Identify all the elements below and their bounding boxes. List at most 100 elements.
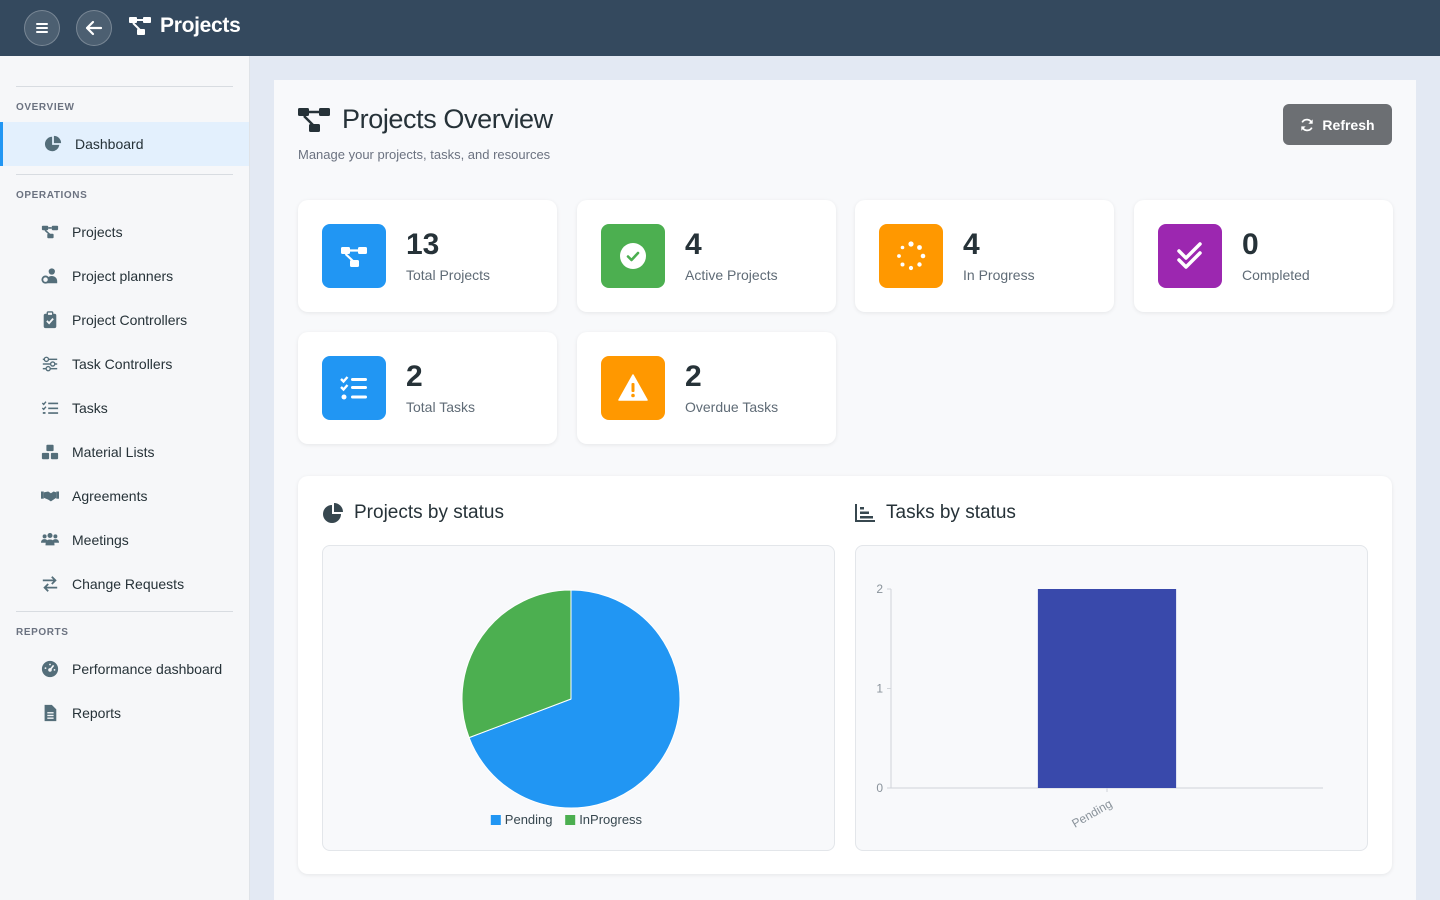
sidebar-item-project-controllers[interactable]: Project Controllers — [0, 298, 249, 342]
y-tick-label: 1 — [876, 682, 883, 696]
sidebar-item-label: Task Controllers — [72, 356, 173, 372]
back-button[interactable] — [76, 10, 112, 46]
sidebar-item-label: Agreements — [72, 488, 148, 504]
tasks-chart-title: Tasks by status — [854, 502, 1016, 524]
section-label-overview: OVERVIEW — [16, 101, 75, 113]
y-tick-label: 2 — [876, 582, 883, 596]
sidebar-item-performance-dashboard[interactable]: Performance dashboard — [0, 647, 249, 691]
bar-pending[interactable] — [1037, 589, 1177, 788]
tasks-bar-chart: 0 1 2 Pending — [876, 582, 1323, 831]
main-content: Projects Overview Manage your projects, … — [274, 80, 1416, 900]
stat-card-overdue-tasks: 2 Overdue Tasks — [577, 332, 836, 444]
sidebar-item-label: Material Lists — [72, 444, 155, 460]
sidebar-item-task-controllers[interactable]: Task Controllers — [0, 342, 249, 386]
projects-pie-chart: Pending InProgress — [461, 589, 681, 827]
sidebar-item-label: Meetings — [72, 532, 129, 548]
sidebar-divider — [16, 86, 233, 87]
sidebar-item-projects[interactable]: Projects — [0, 210, 249, 254]
stat-icon-box — [601, 224, 665, 288]
refresh-icon — [1301, 118, 1314, 131]
stat-value: 0 — [1242, 228, 1259, 261]
handshake-icon — [40, 486, 60, 506]
sidebar-item-label: Reports — [72, 705, 122, 721]
refresh-label: Refresh — [1322, 116, 1375, 133]
list-check-icon — [40, 398, 60, 418]
sidebar-item-project-planners[interactable]: Project planners — [0, 254, 249, 298]
sidebar-item-change-requests[interactable]: Change Requests — [0, 562, 249, 606]
stat-icon-box — [879, 224, 943, 288]
exchange-icon — [40, 574, 60, 594]
sidebar-item-reports[interactable]: Reports — [0, 691, 249, 735]
sidebar-item-label: Dashboard — [75, 136, 144, 152]
hamburger-icon — [36, 23, 48, 33]
project-diagram-icon — [129, 17, 151, 35]
projects-chart-title: Projects by status — [322, 502, 504, 524]
stat-icon-box — [1158, 224, 1222, 288]
chart-pie-icon — [43, 134, 63, 154]
sidebar-item-agreements[interactable]: Agreements — [0, 474, 249, 518]
page-subtitle: Manage your projects, tasks, and resourc… — [298, 147, 551, 162]
clipboard-check-icon — [40, 310, 60, 330]
stat-icon-box — [601, 356, 665, 420]
pie-slice-inprogress[interactable] — [461, 589, 572, 739]
sidebar: OVERVIEW Dashboard OPERATIONS Projects P… — [0, 56, 250, 900]
stat-label: In Progress — [963, 267, 1035, 283]
sidebar-item-meetings[interactable]: Meetings — [0, 518, 249, 562]
pie-slice-pending[interactable] — [468, 589, 681, 809]
sidebar-item-label: Tasks — [72, 400, 108, 416]
stat-card-total-projects: 13 Total Projects — [298, 200, 557, 312]
stat-label: Active Projects — [685, 267, 778, 283]
project-diagram-icon — [298, 107, 330, 132]
legend-label: Pending — [505, 812, 553, 827]
sidebar-item-label: Project planners — [72, 268, 174, 284]
project-diagram-icon — [341, 247, 367, 267]
list-check-icon — [340, 376, 367, 400]
boxes-icon — [40, 442, 60, 462]
stat-icon-box — [322, 224, 386, 288]
stat-value: 13 — [406, 228, 440, 261]
project-diagram-icon — [40, 222, 60, 242]
stat-value: 4 — [685, 228, 702, 261]
tasks-chart-title-text: Tasks by status — [886, 502, 1016, 523]
sidebar-item-label: Projects — [72, 224, 123, 240]
stat-card-total-tasks: 2 Total Tasks — [298, 332, 557, 444]
sidebar-item-tasks[interactable]: Tasks — [0, 386, 249, 430]
arrow-left-icon — [85, 20, 103, 36]
stat-icon-box — [322, 356, 386, 420]
tasks-bar-chart-box: 0 1 2 Pending — [855, 545, 1368, 851]
menu-button[interactable] — [24, 10, 60, 46]
charts-card: Projects by status Tasks by status Pendi… — [298, 476, 1392, 874]
page-header: Projects Overview Manage your projects, … — [298, 104, 553, 162]
check-circle-icon — [620, 243, 646, 269]
user-gear-icon — [40, 266, 60, 286]
file-icon — [40, 703, 60, 723]
sidebar-divider — [16, 174, 233, 175]
top-bar: Projects — [0, 0, 1440, 56]
bar-chart-icon — [855, 504, 875, 522]
section-label-reports: REPORTS — [16, 626, 69, 638]
legend-label: InProgress — [579, 812, 642, 827]
y-tick-label: 0 — [876, 781, 883, 795]
refresh-button[interactable]: Refresh — [1283, 104, 1392, 145]
users-icon — [40, 530, 60, 550]
sidebar-item-label: Project Controllers — [72, 312, 188, 328]
stat-label: Overdue Tasks — [685, 399, 779, 415]
stat-card-in-progress: 4 In Progress — [855, 200, 1114, 312]
chart-pie-icon — [323, 503, 343, 523]
app-title-text: Projects — [160, 14, 241, 37]
sidebar-item-label: Change Requests — [72, 576, 185, 592]
sidebar-item-label: Performance dashboard — [72, 661, 223, 677]
stat-value: 2 — [406, 360, 423, 393]
sidebar-item-dashboard[interactable]: Dashboard — [0, 122, 249, 166]
stat-card-active-projects: 4 Active Projects — [577, 200, 836, 312]
spinner-icon — [897, 241, 926, 271]
page-title-text: Projects Overview — [342, 104, 553, 134]
stat-value: 4 — [963, 228, 980, 261]
x-tick-label: Pending — [1069, 796, 1114, 830]
warning-icon — [618, 374, 648, 401]
stat-card-completed: 0 Completed — [1134, 200, 1393, 312]
legend-swatch — [490, 815, 501, 825]
stat-value: 2 — [685, 360, 702, 393]
sidebar-item-material-lists[interactable]: Material Lists — [0, 430, 249, 474]
stat-label: Completed — [1242, 267, 1310, 283]
